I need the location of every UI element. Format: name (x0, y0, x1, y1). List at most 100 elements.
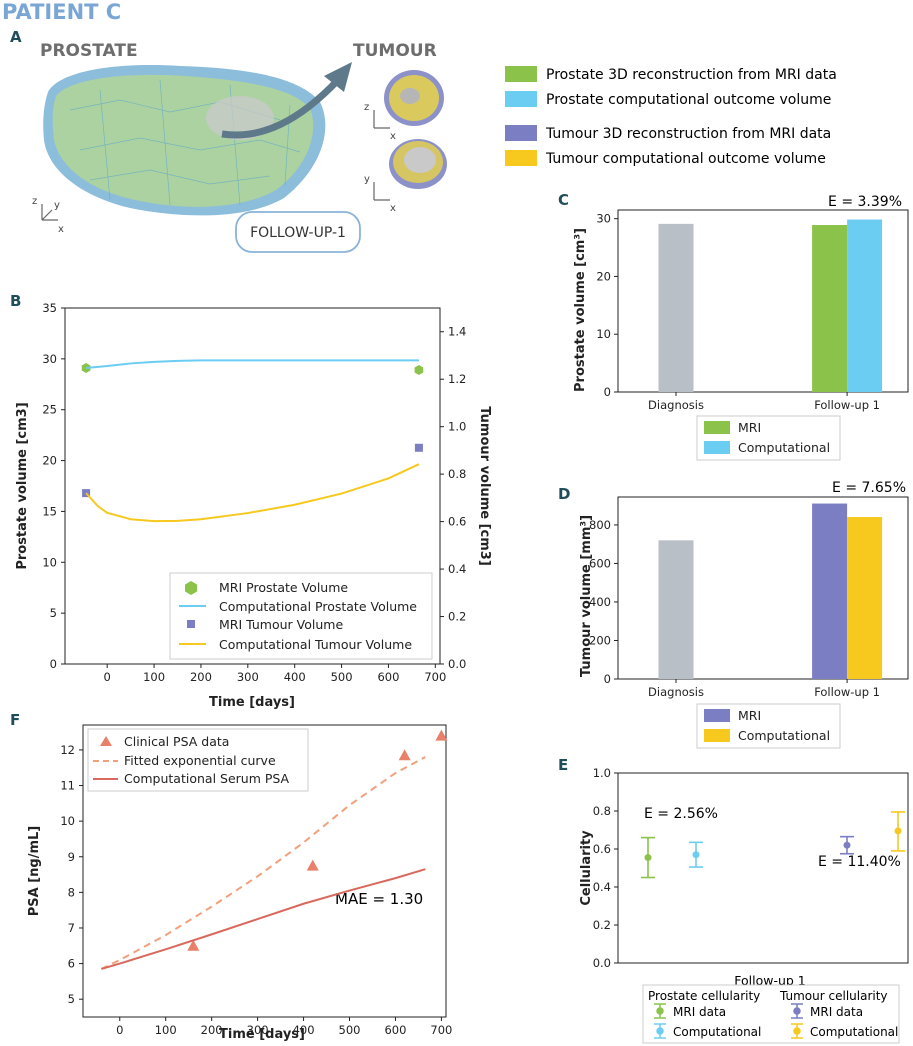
panel-b-ylabel: Prostate volume [cm3] (15, 402, 30, 569)
x-tick-label: 500 (339, 1023, 361, 1037)
legend-e-tumour-comp-marker (791, 1023, 803, 1039)
legend-c-mri-swatch (704, 421, 730, 434)
legend-c-comp-swatch (704, 441, 730, 454)
axes-triad-tumour-bottom (373, 182, 390, 201)
bar-diagnosis (658, 540, 694, 679)
panel-b-y2label: Tumour volume [cm3] (477, 406, 492, 566)
y-tick-label: 30 (42, 352, 57, 366)
y-tick-label: 10 (60, 814, 75, 828)
y2-tick-label: 0.0 (448, 657, 466, 671)
panel-e-ylabel: Cellularity (579, 830, 594, 906)
y2-tick-label: 0.8 (448, 467, 466, 481)
panel-c: C E = 3.39% Prostate volume [cm³] 0 10 20 3… (558, 191, 909, 461)
panel-e-frame (617, 772, 909, 964)
panel-d-label: D (558, 485, 570, 503)
panel-d-ylabel: Tumour volume [mm³] (579, 515, 594, 677)
followup-badge-label: FOLLOW-UP-1 (250, 225, 346, 241)
x-tick-label: 600 (377, 670, 399, 684)
y-tick-label: 7 (68, 921, 75, 935)
legend-d-comp: Computational (738, 728, 830, 743)
x-tick-label: 300 (247, 1023, 269, 1037)
y-tick-label: 200 (589, 633, 611, 647)
axis-x-tumour-2: x (390, 203, 396, 214)
legend-f-clinical-marker (100, 736, 112, 746)
y-tick-label: 11 (60, 779, 75, 793)
y-tick-label: 0.4 (593, 880, 611, 894)
panel-d: D E = 7.65% Tumour volume [mm³] 0 200 400 6… (558, 480, 909, 749)
panel-d-frame (617, 496, 909, 680)
y-tick-label: 0.8 (593, 804, 611, 818)
legend-e-tumour-title: Tumour cellularity (779, 989, 888, 1003)
panel-b-label: B (10, 292, 21, 310)
y-tick-label: 400 (589, 595, 611, 609)
panel-a-legend: Prostate 3D reconstruction from MRI data… (505, 66, 837, 167)
legend-e-tumour-mri: MRI data (810, 1005, 863, 1019)
x-tick-label: Diagnosis (648, 398, 704, 412)
y-tick-label: 600 (589, 556, 611, 570)
x-tick-label: 100 (143, 670, 165, 684)
y-tick-label: 0.2 (593, 918, 611, 932)
legend-swatch-tumour-comp (505, 150, 537, 166)
panel-b-legend-box (169, 572, 433, 660)
y-tick-label: 35 (42, 301, 57, 315)
x-tick-label: 700 (424, 670, 446, 684)
y-tick-label: 12 (60, 743, 75, 757)
x-tick-label: Follow-up 1 (814, 685, 880, 699)
mri-tumour-point (414, 443, 423, 452)
bar-followup-computational (847, 517, 883, 679)
legend-d-comp-swatch (704, 729, 730, 742)
legend-swatch-prostate-comp (505, 91, 537, 107)
y2-tick-label: 0.6 (448, 515, 466, 529)
panel-f-frame (82, 724, 447, 1018)
axis-z-main: z (32, 196, 37, 207)
bar-followup-mri (812, 225, 848, 392)
x-tick-label: Follow-up 1 (814, 398, 880, 412)
computational-psa-line (101, 868, 426, 970)
y-tick-label: 20 (596, 269, 611, 283)
clinical-psa-point (398, 749, 411, 761)
panel-e: E Cellularity Follow-up 1 E = 2.56% E = … (558, 756, 909, 1044)
x-tick-label: 500 (331, 670, 353, 684)
x-tick-label: 300 (237, 670, 259, 684)
y-tick-label: 20 (42, 454, 57, 468)
fitted-exponential-curve (100, 756, 426, 970)
panel-e-xlabel: Follow-up 1 (734, 973, 806, 988)
y-tick-label: 0 (50, 657, 57, 671)
panel-c-ylabel: Prostate volume [cm³] (573, 228, 588, 392)
followup-badge (235, 211, 361, 253)
bar-followup-mri (812, 503, 848, 679)
bar-diagnosis (658, 223, 694, 392)
y-tick-label: 30 (596, 212, 611, 226)
panel-c-frame (617, 209, 909, 393)
series-line-yellow (85, 463, 420, 523)
legend-f-clinical: Clinical PSA data (124, 734, 229, 749)
legend-swatch-tumour-mri (505, 125, 537, 141)
y-tick-label: 800 (589, 518, 611, 532)
legend-b-comp-tumour: Computational Tumour Volume (219, 637, 412, 652)
panel-e-legend-box (642, 984, 900, 1044)
panel-b: B Prostate volume [cm3] Tumour volume [c… (10, 292, 492, 710)
clinical-psa-point (187, 939, 200, 951)
panel-f-legend-box (87, 728, 309, 792)
y-tick-label: 0.6 (593, 842, 611, 856)
errorbar-purple (840, 835, 854, 855)
x-tick-label: 0 (116, 1023, 123, 1037)
tumour-render-bottom (389, 139, 447, 189)
x-tick-label: 600 (384, 1023, 406, 1037)
x-tick-label: Diagnosis (648, 685, 704, 699)
axis-x-tumour: x (390, 131, 396, 142)
panel-e-error-tumour: E = 11.40% (818, 854, 901, 870)
panel-f-ylabel: PSA [ng/mL] (27, 826, 42, 917)
panel-c-legend: MRI Computational (696, 415, 841, 461)
x-tick-label: 700 (430, 1023, 452, 1037)
errorbar-point (894, 827, 902, 835)
y-tick-label: 25 (42, 403, 57, 417)
axis-y-main: y (54, 200, 60, 211)
y-tick-label: 10 (42, 555, 57, 569)
x-tick-label: 200 (201, 1023, 223, 1037)
legend-b-mri-tumour: MRI Tumour Volume (219, 617, 343, 632)
mri-prostate-point (414, 365, 424, 376)
x-tick-label: 100 (155, 1023, 177, 1037)
prostate-render (43, 65, 326, 216)
